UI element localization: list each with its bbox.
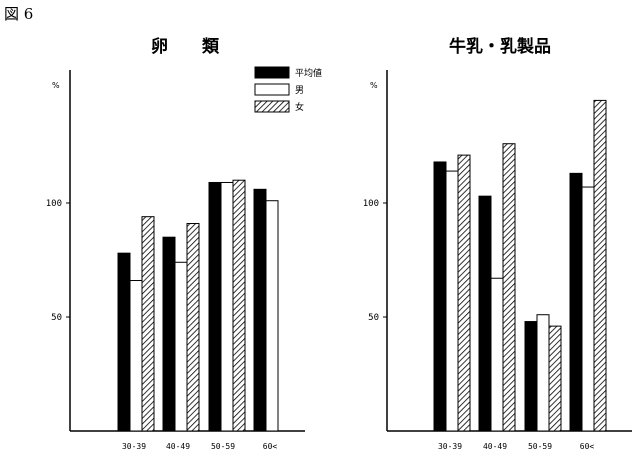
- bar-1-30-39: [117, 252, 131, 432]
- bar-2-60<: [265, 200, 279, 432]
- y-tick-label: 100: [46, 199, 62, 209]
- legend-label: 女: [295, 101, 304, 113]
- y-axis-unit: %: [52, 81, 60, 90]
- bar-3-50-59: [232, 179, 246, 432]
- legend-label: 男: [295, 85, 304, 96]
- y-tick-label: 50: [368, 313, 379, 323]
- bar-1-50-59: [524, 321, 538, 432]
- figure-label: 図 6: [4, 5, 34, 23]
- x-category-label: 40-49: [166, 442, 190, 451]
- bar-3-30-39: [457, 154, 471, 432]
- x-category-label: 60<: [580, 442, 595, 451]
- x-category-label: 30-39: [438, 442, 462, 451]
- legend-swatch: [254, 83, 290, 96]
- x-category-label: 30-39: [122, 442, 146, 451]
- bar-3-40-49: [502, 143, 516, 432]
- x-category-label: 40-49: [483, 442, 507, 451]
- chart-panel-2: 牛乳・乳製品% 50 100 30-39 40-49 50-59 60<: [363, 36, 632, 451]
- legend-swatch: [254, 100, 290, 113]
- bar-2-30-39: [129, 280, 143, 432]
- chart-title: 卵 類: [151, 36, 220, 57]
- bar-1-30-39: [433, 161, 447, 432]
- bar-2-50-59: [220, 181, 234, 432]
- bar-1-60<: [253, 188, 267, 432]
- bar-2-60<: [581, 186, 595, 432]
- bar-3-40-49: [186, 223, 200, 432]
- bar-2-40-49: [490, 277, 504, 432]
- y-tick-label: 50: [51, 313, 62, 323]
- x-category-label: 60<: [263, 442, 278, 451]
- chart-title: 牛乳・乳製品: [449, 36, 551, 57]
- bar-1-40-49: [162, 236, 176, 432]
- bar-1-50-59: [208, 181, 222, 432]
- x-category-label: 50-59: [528, 442, 552, 451]
- legend-label: 平均値: [295, 67, 322, 79]
- bar-3-30-39: [141, 216, 155, 432]
- bar-2-40-49: [174, 261, 188, 432]
- bar-1-40-49: [478, 195, 492, 432]
- x-category-label: 50-59: [211, 442, 235, 451]
- y-tick-label: 100: [363, 199, 379, 209]
- legend-swatch: [254, 66, 290, 79]
- bar-3-50-59: [548, 325, 562, 432]
- chart-panel-1: 卵 類% 50 100 30-39 40-49 50-59 60<: [46, 36, 305, 451]
- y-axis-unit: %: [370, 81, 378, 90]
- bar-1-60<: [569, 172, 583, 432]
- bar-2-50-59: [536, 314, 550, 432]
- bar-3-60<: [593, 99, 607, 432]
- bar-2-30-39: [445, 170, 459, 432]
